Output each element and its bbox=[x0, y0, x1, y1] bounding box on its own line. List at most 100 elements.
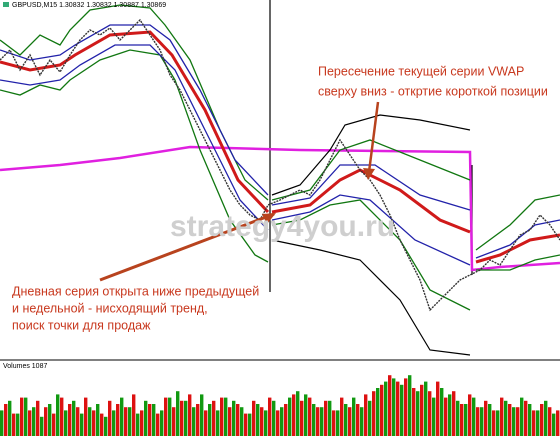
volume-bar bbox=[208, 404, 212, 436]
volume-bar bbox=[92, 410, 96, 436]
volume-bar bbox=[164, 397, 168, 436]
volume-bar bbox=[436, 381, 440, 436]
volume-bar bbox=[0, 410, 4, 436]
volume-bar bbox=[460, 404, 464, 436]
volume-bar bbox=[352, 397, 356, 436]
volume-bar bbox=[392, 378, 396, 436]
volume-bar bbox=[516, 407, 520, 436]
volume-bar bbox=[136, 413, 140, 436]
volume-bar bbox=[140, 410, 144, 436]
band bbox=[271, 114, 471, 196]
arrowhead bbox=[363, 168, 375, 180]
volume-bar bbox=[284, 404, 288, 436]
volume-bar bbox=[344, 404, 348, 436]
volume-bar bbox=[476, 407, 480, 436]
volume-bar bbox=[360, 407, 364, 436]
volume-bar bbox=[328, 400, 332, 436]
volume-bar bbox=[124, 407, 128, 436]
volume-bar bbox=[492, 410, 496, 436]
volume-bar bbox=[340, 397, 344, 436]
volume-bar bbox=[324, 400, 328, 436]
band bbox=[271, 194, 471, 266]
volume-bar bbox=[192, 407, 196, 436]
volume-bar bbox=[400, 384, 404, 436]
band bbox=[0, 44, 269, 231]
volume-bar bbox=[304, 394, 308, 436]
volume-bar bbox=[32, 407, 36, 436]
volume-bar bbox=[388, 375, 392, 436]
volume-bar bbox=[396, 381, 400, 436]
volume-bar bbox=[144, 400, 148, 436]
volume-bar bbox=[68, 404, 72, 436]
volume-bar bbox=[264, 410, 268, 436]
volume-bar bbox=[88, 407, 92, 436]
watermark: strategy4you.ru bbox=[170, 210, 395, 243]
volume-bar bbox=[252, 400, 256, 436]
volume-bar bbox=[380, 384, 384, 436]
volume-bar bbox=[20, 397, 24, 436]
volume-bar bbox=[424, 381, 428, 436]
volume-bar bbox=[472, 397, 476, 436]
volume-bar bbox=[52, 413, 56, 436]
icon bbox=[3, 2, 9, 7]
annotation: сверху вниз - откртие короткой позиции bbox=[318, 84, 548, 98]
header: GBPUSD,M15 1.30832 1.30832 1.30887 1.308… bbox=[12, 2, 166, 9]
volume-bar bbox=[532, 410, 536, 436]
volume-bar bbox=[76, 407, 80, 436]
band bbox=[271, 239, 471, 356]
volume-bar bbox=[468, 394, 472, 436]
volume-bar bbox=[320, 407, 324, 436]
volume-bar bbox=[500, 397, 504, 436]
volume-bar bbox=[404, 378, 408, 436]
volume-bar bbox=[504, 400, 508, 436]
volume-bar bbox=[216, 410, 220, 436]
volume-bar bbox=[520, 397, 524, 436]
volume-bar bbox=[36, 400, 40, 436]
volume-bar bbox=[372, 391, 376, 436]
volume-bar bbox=[348, 407, 352, 436]
volume-bar bbox=[248, 413, 252, 436]
band bbox=[0, 24, 269, 196]
price-panel bbox=[0, 0, 560, 356]
volume-bar bbox=[480, 407, 484, 436]
volume-bar bbox=[444, 397, 448, 436]
band bbox=[476, 254, 560, 271]
volume-title: Volumes 1087 bbox=[3, 363, 47, 370]
volume-bar bbox=[300, 400, 304, 436]
volume-bar bbox=[64, 410, 68, 436]
volume-bar bbox=[84, 397, 88, 436]
volume-bar bbox=[316, 407, 320, 436]
volume-bar bbox=[40, 416, 44, 436]
volume-bar bbox=[280, 407, 284, 436]
volume-bar bbox=[488, 404, 492, 436]
volume-bar bbox=[256, 404, 260, 436]
volume-bar bbox=[308, 397, 312, 436]
volume-bar bbox=[368, 400, 372, 436]
volume-bar bbox=[376, 388, 380, 436]
volume-bar bbox=[268, 397, 272, 436]
volume-bar bbox=[56, 394, 60, 436]
volume-bar bbox=[332, 410, 336, 436]
volume-bar bbox=[220, 397, 224, 436]
volume-bar bbox=[524, 400, 528, 436]
volume-bar bbox=[232, 400, 236, 436]
volume-bar bbox=[120, 397, 124, 436]
volume-bar bbox=[428, 391, 432, 436]
volume-bar bbox=[292, 394, 296, 436]
candles bbox=[0, 18, 560, 312]
volume-bar bbox=[108, 400, 112, 436]
volume-bar bbox=[72, 400, 76, 436]
volume-bar bbox=[496, 410, 500, 436]
volume-bar bbox=[508, 404, 512, 436]
band bbox=[475, 194, 560, 251]
volume-bar bbox=[276, 410, 280, 436]
volume-bar bbox=[200, 394, 204, 436]
volume-bar bbox=[96, 404, 100, 436]
annotation: и недельной - нисходящий тренд, bbox=[12, 301, 208, 315]
volume-bar bbox=[288, 397, 292, 436]
volume-bar bbox=[148, 404, 152, 436]
volume-bar bbox=[160, 410, 164, 436]
volume-bar bbox=[364, 394, 368, 436]
arrowhead bbox=[262, 213, 276, 224]
volume-bar bbox=[240, 407, 244, 436]
